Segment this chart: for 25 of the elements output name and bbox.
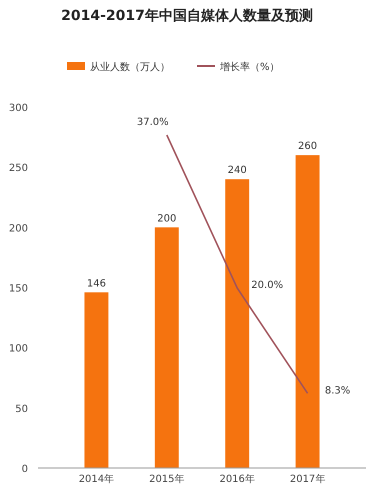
x-tick-label: 2014年 xyxy=(78,473,114,485)
bar xyxy=(296,155,320,468)
data-label: 260 xyxy=(298,141,318,152)
y-tick-label: 100 xyxy=(8,344,28,355)
y-tick-label: 250 xyxy=(8,163,28,174)
y-tick-label: 50 xyxy=(15,404,28,415)
data-label: 240 xyxy=(228,165,247,176)
bar xyxy=(84,292,108,468)
data-label: 200 xyxy=(157,213,176,224)
x-tick-label: 2017年 xyxy=(290,473,326,485)
legend-label: 从业人数（万人） xyxy=(90,61,170,73)
y-tick-label: 0 xyxy=(22,464,28,475)
bar xyxy=(154,227,179,468)
y-tick-label: 300 xyxy=(8,103,28,114)
data-label: 8.3% xyxy=(324,385,350,396)
x-tick-label: 2016年 xyxy=(219,473,255,485)
data-label: 37.0% xyxy=(136,117,169,128)
data-label: 20.0% xyxy=(251,280,284,291)
data-label: 146 xyxy=(86,278,106,290)
y-tick-label: 200 xyxy=(8,223,28,234)
x-tick-label: 2015年 xyxy=(149,473,185,485)
y-tick-label: 150 xyxy=(8,284,28,294)
legend-label: 增长率（%） xyxy=(219,61,280,73)
chart-title: 2014-2017年中国自媒体人数量及预测 xyxy=(61,8,313,24)
bar xyxy=(225,179,250,468)
